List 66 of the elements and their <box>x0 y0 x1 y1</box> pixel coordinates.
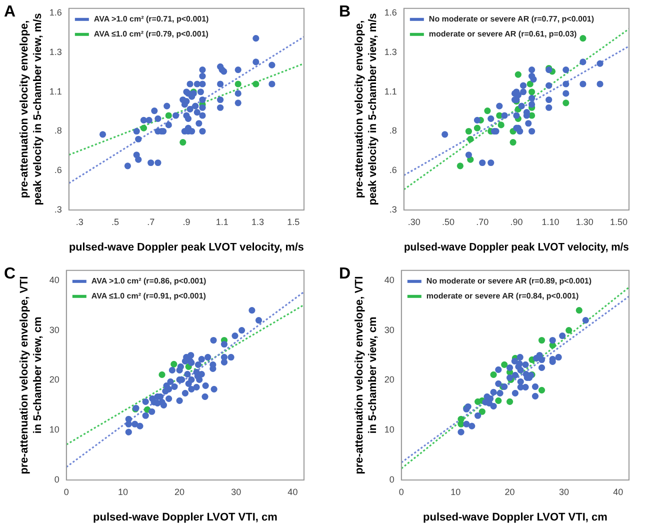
y-tick-label: 0 <box>389 474 394 484</box>
x-tick-label: 1.50 <box>610 216 628 227</box>
chart-title: B <box>339 3 351 20</box>
x-tick-label: .7 <box>147 216 155 227</box>
y-axis-title: pre-attenuation velocity envelope, VTI in 5-chamber view, cm <box>354 276 379 474</box>
y-tick-label: .8 <box>54 126 62 136</box>
x-tick-label: .90 <box>510 216 523 227</box>
y-tick-label: .6 <box>54 165 62 176</box>
y-tick-label: 30 <box>384 324 394 335</box>
y-tick-label: .3 <box>389 204 397 214</box>
x-tick-label: 0 <box>398 486 404 497</box>
y-tick-label: 0 <box>54 474 60 484</box>
y-tick-label: .6 <box>389 165 397 176</box>
x-tick-label: 1.30 <box>576 216 594 227</box>
y-tick-label: 1.3 <box>49 46 62 57</box>
x-axis-title: pulsed-wave Doppler LVOT VTI, cm <box>423 511 608 524</box>
x-tick-label: .50 <box>442 216 455 227</box>
y-tick-label: 1.6 <box>49 8 62 18</box>
legend-label: AVA >1.0 cm² (r=0.71, p<0.001) <box>94 14 210 24</box>
x-tick-label: 40 <box>613 486 624 497</box>
x-tick-label: .70 <box>476 216 489 227</box>
y-tick-label: .8 <box>389 126 397 136</box>
legend-label: No moderate or severe AR (r=0.77, p<0.001) <box>428 14 594 24</box>
x-axis-title: pulsed-wave Doppler peak LVOT velocity, m/s <box>69 241 304 254</box>
y-tick-label: 10 <box>384 424 394 435</box>
y-tick-label: 40 <box>384 274 394 285</box>
y-tick-label: 1.3 <box>384 46 397 57</box>
y-tick-label: 1.6 <box>384 8 397 18</box>
y-tick-label: 10 <box>49 424 60 435</box>
x-tick-label: 20 <box>504 486 515 497</box>
x-tick-label: .3 <box>76 216 84 227</box>
x-tick-label: 30 <box>231 486 242 497</box>
x-tick-label: 20 <box>174 486 185 497</box>
x-tick-label: .9 <box>182 216 190 227</box>
x-tick-label: 1.10 <box>542 216 560 227</box>
y-tick-label: 20 <box>384 374 394 385</box>
x-tick-label: 10 <box>118 486 128 497</box>
y-tick-label: 20 <box>49 374 60 385</box>
x-tick-label: 1.1 <box>216 216 228 227</box>
y-tick-label: .3 <box>54 204 62 214</box>
y-tick-label: 30 <box>49 324 60 335</box>
chart-title: C <box>4 265 16 282</box>
y-tick-label: 1.1 <box>49 86 62 96</box>
y-tick-label: 40 <box>49 274 60 285</box>
legend-label: AVA >1.0 cm² (r=0.86, p<0.001) <box>91 276 207 286</box>
legend-label: moderate or severe AR (r=0.61, p=0.03) <box>428 30 578 39</box>
y-axis-title: pre-attenuation velocity envelope, peak velocity in 5-chamber view, m/s <box>354 13 379 206</box>
x-tick-label: 1.3 <box>251 216 264 227</box>
x-axis-title: pulsed-wave Doppler peak LVOT velocity, m/s <box>404 241 629 254</box>
x-tick-label: 40 <box>288 486 298 497</box>
x-tick-label: .5 <box>111 216 119 227</box>
x-tick-label: 10 <box>450 486 461 497</box>
chart-title: D <box>339 265 351 282</box>
y-tick-label: 1.1 <box>384 86 397 96</box>
x-tick-label: 30 <box>558 486 569 497</box>
x-tick-label: 1.5 <box>287 216 300 227</box>
x-tick-label: .30 <box>408 216 420 227</box>
legend-label: No moderate or severe AR (r=0.89, p<0.001) <box>426 276 592 286</box>
x-tick-label: 0 <box>64 486 69 497</box>
x-axis-title: pulsed-wave Doppler LVOT VTI, cm <box>93 511 278 524</box>
chart-title: A <box>4 3 16 20</box>
legend-label: AVA ≤1.0 cm² (r=0.91, p<0.001) <box>91 292 206 301</box>
legend-label: AVA ≤1.0 cm² (r=0.79, p<0.001) <box>94 30 209 39</box>
y-axis-title: pre-attenuation velocity envelope, peak velocity in 5-chamber view, m/s <box>18 13 44 206</box>
y-axis-title: pre-attenuation velocity envelope, VTI in 5-chamber view, cm <box>18 276 44 474</box>
legend-label: moderate or severe AR (r=0.84, p<0.001) <box>426 292 579 301</box>
